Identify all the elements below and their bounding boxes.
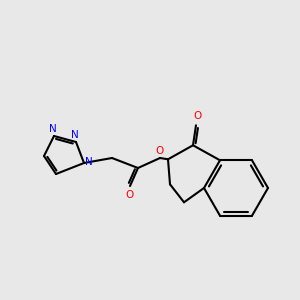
Text: O: O [125, 190, 133, 200]
Text: N: N [71, 130, 79, 140]
Text: O: O [156, 146, 164, 156]
Text: N: N [49, 124, 57, 134]
Text: N: N [85, 157, 93, 167]
Text: O: O [193, 111, 201, 121]
